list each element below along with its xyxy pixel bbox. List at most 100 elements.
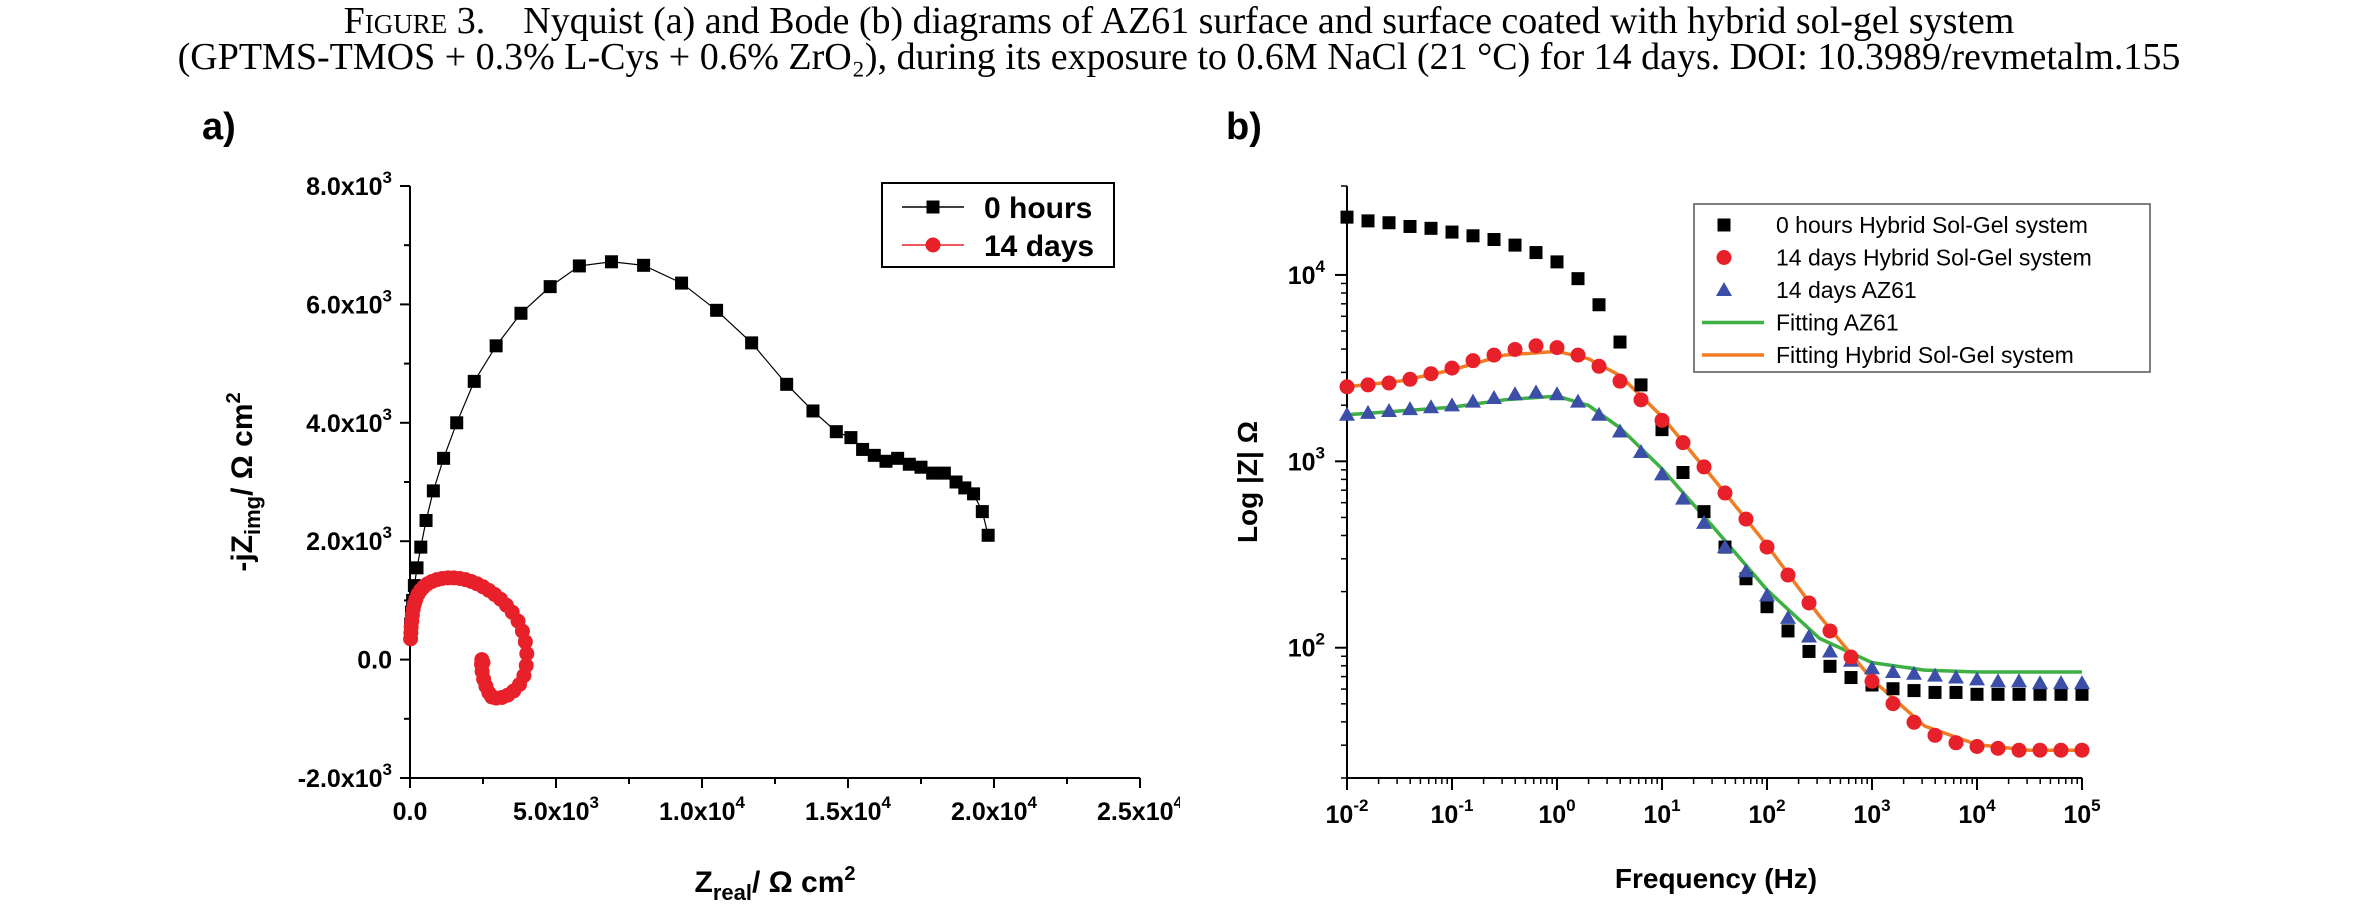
nyquist-chart: -2.0x1030.02.0x1034.0x1036.0x1038.0x1030…: [223, 168, 1180, 905]
data-point: [1381, 402, 1397, 417]
data-point: [1591, 406, 1607, 421]
data-point: [1528, 338, 1544, 354]
bode-chart: 102 103 104 10-2 10-1 100 101 102 103 104 105 Frequ…: [1232, 185, 2151, 894]
data-point: [637, 258, 651, 272]
data-point: [1738, 563, 1754, 578]
data-point: [1507, 341, 1523, 357]
series-line-0: [409, 261, 989, 625]
x-tick-label: 100: [1538, 796, 1575, 829]
data-point: [2032, 742, 2048, 758]
data-point: [1528, 384, 1544, 399]
legend-label: 0 hours: [984, 192, 1092, 225]
y-tick-label: 0.0: [357, 647, 392, 675]
data-point: [1487, 233, 1501, 247]
data-point: [2011, 673, 2027, 688]
data-point: [1991, 687, 2005, 701]
data-point: [1760, 600, 1774, 614]
data-point: [975, 505, 989, 519]
data-point: [1444, 360, 1460, 376]
data-point: [1612, 373, 1628, 389]
series-line-1: [409, 577, 528, 699]
figure-caption-line2: (GPTMS-TMOS + 0.3% L-Cys + 0.6% ZrO₂), d…: [0, 36, 2358, 78]
legend-label: 14 days Hybrid Sol-Gel system: [1776, 245, 2092, 271]
data-point: [1486, 347, 1502, 363]
y-tick-label: 2.0x103: [306, 523, 392, 556]
data-point: [1571, 272, 1585, 286]
data-point: [1486, 389, 1502, 404]
y-tick-label: -2.0x103: [298, 760, 392, 793]
data-point: [1592, 298, 1606, 312]
data-point: [2033, 687, 2047, 701]
data-point: [1634, 378, 1648, 392]
y-tick-label: 103: [1288, 443, 1325, 476]
x-tick-label: 1.5x104: [805, 793, 891, 826]
data-point: [1990, 673, 2006, 688]
data-point: [1780, 609, 1796, 624]
data-point: [1466, 229, 1480, 243]
data-point: [519, 646, 535, 662]
data-point: [2032, 675, 2048, 690]
data-point: [1360, 404, 1376, 419]
data-point: [856, 442, 870, 456]
legend-marker: [926, 200, 940, 214]
data-point: [967, 487, 981, 501]
data-point: [1382, 216, 1396, 230]
data-point: [1424, 221, 1438, 235]
data-point: [1360, 377, 1376, 393]
data-point: [1843, 649, 1859, 665]
x-tick-label: 0.0: [393, 798, 428, 826]
y-axis-title: -jZimg/ Ω cm2: [223, 392, 265, 571]
data-point: [1801, 595, 1817, 611]
data-point: [1402, 401, 1418, 416]
data-point: [1801, 628, 1817, 643]
data-point: [467, 374, 481, 388]
data-point: [1717, 539, 1733, 554]
y-tick-label: 102: [1288, 630, 1325, 663]
data-point: [1970, 687, 1984, 701]
data-point: [914, 460, 928, 474]
data-point: [1549, 340, 1565, 356]
data-point: [543, 280, 557, 294]
data-point: [1822, 623, 1838, 639]
data-point: [1361, 214, 1375, 228]
data-point: [2012, 687, 2026, 701]
data-point: [1864, 673, 1880, 689]
legend-marker: [925, 237, 941, 253]
data-point: [1781, 624, 1795, 638]
data-point: [1507, 386, 1523, 401]
data-point: [517, 634, 533, 650]
legend-marker: [1717, 218, 1731, 232]
data-point: [2053, 675, 2069, 690]
x-axis-title: Zreal/ Ω cm2: [694, 863, 855, 905]
data-point: [1906, 665, 1922, 680]
data-point: [414, 540, 428, 554]
data-point: [1654, 412, 1670, 428]
x-tick-label: 2.5x104: [1097, 793, 1180, 826]
y-tick-label: 4.0x103: [306, 405, 392, 438]
x-tick-label: 105: [2063, 796, 2100, 829]
data-point: [419, 513, 433, 527]
data-point: [1633, 392, 1649, 408]
y-tick-label: 8.0x103: [306, 168, 392, 201]
panel-label-b: b): [1226, 106, 1262, 148]
x-tick-label: 103: [1853, 796, 1890, 829]
data-point: [1759, 539, 1775, 555]
data-point: [572, 259, 586, 273]
data-point: [1864, 660, 1880, 675]
data-point: [1550, 255, 1564, 269]
data-point: [1928, 685, 1942, 699]
data-point: [981, 528, 995, 542]
data-point: [1570, 393, 1586, 408]
data-point: [1444, 397, 1460, 412]
data-point: [1738, 511, 1754, 527]
data-point: [1445, 225, 1459, 239]
data-point: [1885, 663, 1901, 678]
data-point: [1591, 358, 1607, 374]
data-point: [1948, 669, 1964, 684]
data-point: [867, 448, 881, 462]
data-point: [926, 466, 940, 480]
data-point: [1759, 587, 1775, 602]
data-point: [604, 255, 618, 269]
data-point: [1613, 335, 1627, 349]
legend-box: [1693, 203, 2151, 373]
